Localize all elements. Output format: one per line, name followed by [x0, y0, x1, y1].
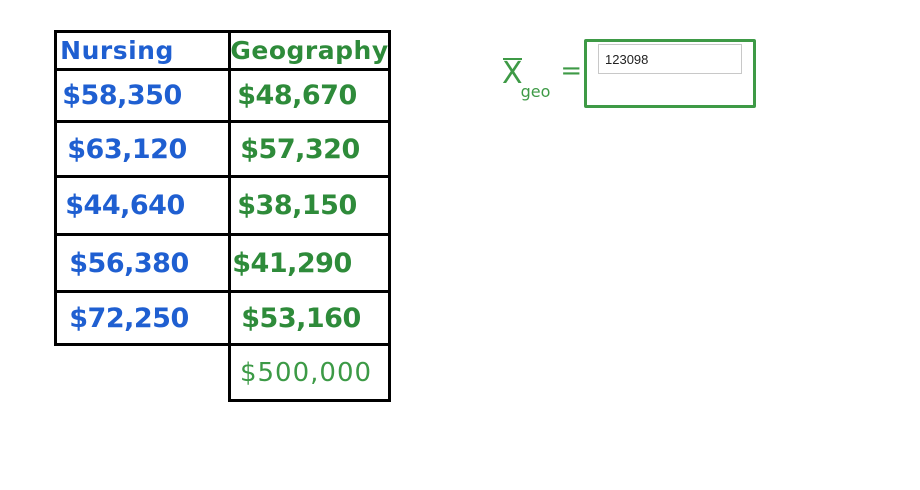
table-left-border — [54, 30, 57, 346]
nursing-value: $56,380 — [69, 247, 189, 279]
table-right-border — [388, 30, 391, 402]
nursing-value: $44,640 — [65, 190, 185, 221]
subscript-geo: geo — [520, 82, 551, 101]
geography-value: $57,320 — [240, 133, 360, 165]
table-row-line — [54, 120, 391, 123]
table-top-border — [54, 30, 391, 33]
nursing-value: $58,350 — [62, 80, 182, 111]
nursing-header: Nursing — [60, 36, 174, 65]
equals-sign: = — [560, 56, 583, 86]
geography-value: $53,160 — [241, 302, 361, 334]
table-row-line — [54, 343, 391, 346]
table-column-divider — [228, 30, 231, 402]
table-row-line — [54, 290, 391, 293]
answer-box — [584, 39, 756, 108]
answer-input[interactable] — [598, 44, 742, 74]
geography-value: $41,290 — [232, 247, 352, 279]
geography-value: $48,670 — [237, 80, 357, 111]
nursing-value: $63,120 — [67, 133, 187, 165]
x-bar-geo-label: Xgeo = — [502, 56, 583, 101]
table-row-line — [54, 68, 391, 71]
geography-value: $38,150 — [237, 190, 357, 221]
nursing-value: $72,250 — [69, 302, 189, 334]
table-row-line — [54, 233, 391, 236]
table-row-line — [54, 175, 391, 178]
table-bottom-line — [228, 399, 391, 402]
x-bar-symbol: X — [502, 56, 523, 91]
geography-extra-value: $500,000 — [239, 357, 373, 388]
geography-header: Geography — [230, 36, 389, 65]
